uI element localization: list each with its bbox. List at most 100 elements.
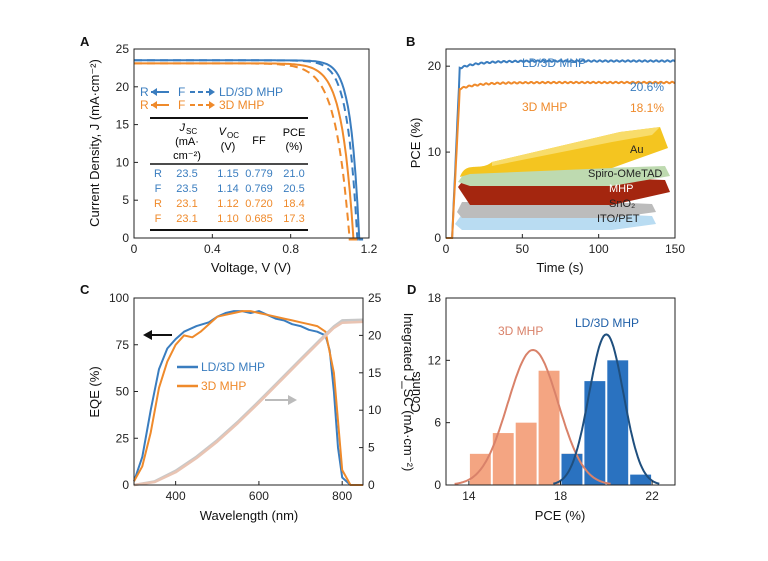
legend-rev-ld3d: R [140,85,149,99]
header-pce-unit: (%) [285,141,302,153]
panel-d-x-label: PCE (%) [535,508,586,523]
panel-b-x-ticks: 0 50 100 150 [443,234,685,256]
arrow-left-icon [151,101,157,109]
panel-b-series [446,59,676,239]
x-tick-label: 400 [166,489,186,503]
label-spiro: Spiro-OMeTAD [588,168,662,180]
panel-a-y-ticks: 0 5 10 15 20 25 [116,42,138,245]
histogram-bar [538,370,560,485]
y-tick-label-right: 15 [368,366,382,380]
table-cell-voc: 1.14 [217,183,238,195]
table-cell-pce: 18.4 [283,198,304,210]
layer-au-highlight [492,127,660,166]
legend-fwd-ld3d: F [178,85,185,99]
histogram-bar [515,422,537,485]
panel-b-stability: B Au Spiro-OMeTAD MHP SnO₂ ITO/PET 0 50 10… [406,34,685,275]
legend-entry-3d: R F 3D MHP [140,98,264,112]
jv-curve [134,62,354,241]
panel-c-y-label-right: Integrated J_SC (mA·cm⁻²) [401,313,416,472]
x-tick-label: 18 [554,489,568,503]
table-cell-ff: 0.685 [245,213,273,225]
series-label-ld3d: LD/3D MHP [575,316,639,330]
layer-sno2 [457,202,656,218]
y-tick-label: 18 [428,291,442,305]
arrow-right-icon [209,88,215,96]
legend-fwd-3d: F [178,98,185,112]
series-label-3d: 3D MHP [522,100,567,114]
table-cell-jsc: 23.1 [176,198,197,210]
table-cell-pce: 21.0 [283,168,304,180]
arrow-right-icon [209,101,215,109]
table-row: F 23.5 1.14 0.769 20.5 [155,183,305,195]
panel-b-letter: B [406,34,415,49]
panel-a-legend: R F LD/3D MHP R F 3D MHP [140,85,283,112]
legend-label-ld3d: LD/3D MHP [201,360,265,374]
panel-d-letter: D [407,282,416,297]
header-pce: PCE [283,127,306,139]
label-ito-pet: ITO/PET [597,213,640,225]
table-cell-dir: F [155,183,162,195]
header-jsc-unit2: cm⁻²) [173,150,201,162]
table-cell-ff: 0.720 [245,198,273,210]
table-header-pce: PCE (%) [283,127,306,153]
panel-d-histogram: D 14 18 22 0 6 12 18 PCE (%) Counts 3D MHP LD… [407,282,676,523]
histogram-bar [630,474,652,485]
table-cell-voc: 1.15 [217,168,238,180]
y-tick-label-right: 5 [368,441,375,455]
y-tick-label: 10 [428,145,442,159]
header-ff: FF [252,135,266,147]
panel-b-frame [445,48,676,239]
header-jsc-symbol: J [179,122,186,134]
header-voc-symbol: V [219,126,228,138]
series-label-ld3d: LD/3D MHP [522,56,586,70]
x-tick-label: 22 [645,489,659,503]
y-tick-label: 75 [116,338,130,352]
label-mhp: MHP [609,183,633,195]
table-row: R 23.1 1.12 0.720 18.4 [154,198,305,210]
panel-c-x-label: Wavelength (nm) [200,508,299,523]
panel-a-letter: A [80,34,90,49]
x-tick-label: 100 [589,242,609,256]
panel-c-frame [133,297,364,486]
legend-entry-ld3d: R F LD/3D MHP [140,85,283,99]
y-tick-label: 0 [122,231,129,245]
y-tick-label: 20 [116,80,130,94]
panel-c-legend: LD/3D MHP 3D MHP [177,360,265,393]
panel-d-y-ticks: 0 6 12 18 [428,291,450,492]
histogram-bar [561,453,583,485]
y-tick-label: 12 [428,353,442,367]
x-tick-label: 0.8 [282,242,299,256]
gaussian-fit [454,348,611,485]
panel-b-y-ticks: 0 10 20 [428,59,450,245]
series-label-3d: 3D MHP [498,324,543,338]
x-tick-label: 0 [131,242,138,256]
table-cell-jsc: 23.5 [176,183,197,195]
final-pce-3d: 18.1% [630,101,664,115]
arrow-left-icon [151,88,157,96]
y-tick-label: 6 [434,416,441,430]
table-cell-dir: F [155,213,162,225]
panel-b-x-label: Time (s) [536,260,583,275]
final-pce-ld3d: 20.6% [630,80,664,94]
pce-trace [446,80,676,239]
header-voc-sub: OC [227,131,239,140]
arrow-left-icon [143,330,172,340]
y-tick-label: 0 [122,478,129,492]
legend-label-ld3d: LD/3D MHP [219,85,283,99]
y-tick-label: 0 [434,478,441,492]
panel-d-series [454,333,660,485]
table-rows: R 23.5 1.15 0.779 21.0 F 23.5 1.14 0.769 20.5 R 23.… [154,168,305,225]
panel-c-series [133,310,364,487]
integrated-jsc-curve [133,320,364,487]
panel-a-y-label: Current Density, J (mA·cm⁻²) [87,59,102,227]
y-tick-label: 20 [428,59,442,73]
x-tick-label: 1.2 [361,242,378,256]
y-tick-label: 25 [116,42,130,56]
y-tick-label: 0 [434,231,441,245]
table-cell-jsc: 23.1 [176,213,197,225]
histogram-bar [584,381,606,485]
y-tick-label: 50 [116,385,130,399]
panel-a-x-label: Voltage, V (V) [211,260,291,275]
table-header-voc: V OC (V) [219,126,240,153]
table-cell-jsc: 23.5 [176,168,197,180]
